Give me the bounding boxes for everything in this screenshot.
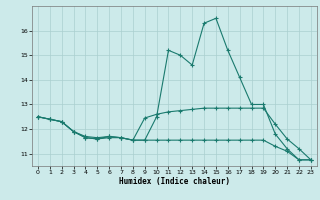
X-axis label: Humidex (Indice chaleur): Humidex (Indice chaleur): [119, 177, 230, 186]
